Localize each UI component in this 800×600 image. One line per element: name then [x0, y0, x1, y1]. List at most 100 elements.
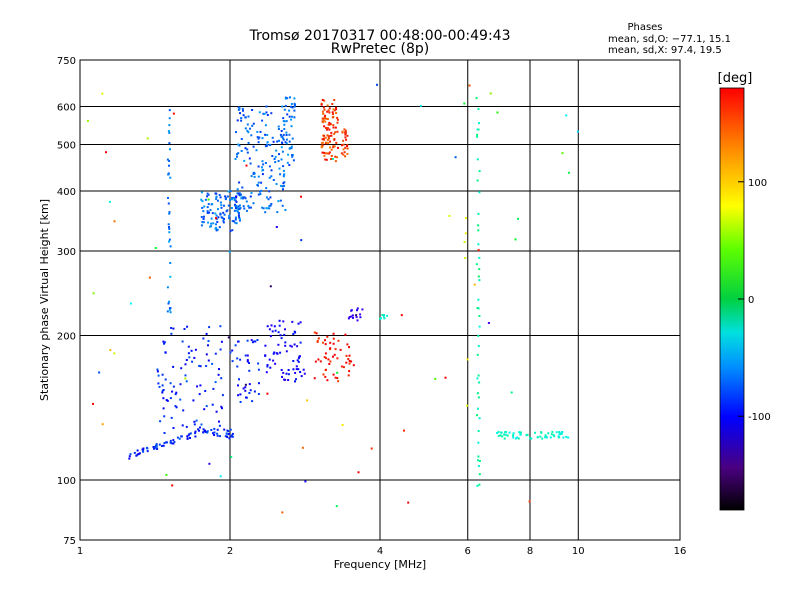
- data-point: [187, 352, 190, 355]
- data-point: [231, 435, 234, 438]
- data-point: [155, 447, 158, 450]
- data-point: [240, 119, 243, 122]
- data-point: [251, 109, 254, 111]
- data-point: [136, 453, 139, 456]
- data-point: [235, 209, 238, 212]
- data-point: [219, 201, 222, 204]
- data-point: [400, 314, 403, 317]
- data-point: [478, 473, 481, 476]
- data-point: [280, 158, 283, 161]
- data-point: [166, 158, 169, 161]
- data-point: [207, 344, 209, 347]
- data-point: [230, 455, 233, 458]
- data-point: [161, 391, 164, 394]
- data-point: [168, 124, 171, 127]
- colorbar-label: [deg]: [718, 71, 753, 86]
- data-point: [324, 343, 327, 346]
- data-point: [287, 153, 290, 156]
- data-point: [257, 141, 260, 144]
- data-point: [290, 345, 293, 348]
- data-point: [516, 436, 519, 439]
- data-point: [351, 314, 354, 317]
- data-point: [155, 443, 158, 446]
- data-point: [329, 122, 332, 125]
- data-point: [186, 325, 189, 328]
- data-point: [153, 447, 155, 450]
- data-point: [238, 193, 241, 196]
- data-point: [256, 339, 259, 341]
- data-point: [332, 126, 335, 129]
- data-point: [299, 341, 302, 344]
- data-point: [277, 160, 280, 162]
- data-point: [285, 120, 288, 123]
- data-point: [222, 219, 225, 222]
- data-point: [292, 360, 295, 362]
- data-point: [285, 138, 288, 141]
- data-point: [283, 173, 286, 176]
- data-point: [252, 202, 255, 205]
- data-point: [163, 432, 166, 434]
- data-point: [207, 359, 210, 362]
- data-point: [332, 342, 335, 345]
- data-point: [197, 428, 200, 431]
- data-point: [161, 373, 164, 376]
- data-point: [204, 390, 207, 392]
- data-point: [175, 391, 178, 394]
- data-point: [280, 369, 283, 371]
- data-point: [136, 449, 139, 452]
- data-point: [211, 212, 214, 215]
- data-point: [167, 202, 170, 205]
- data-point: [105, 151, 107, 154]
- data-point: [166, 286, 169, 289]
- data-point: [188, 356, 191, 359]
- data-point: [286, 97, 289, 100]
- colorbar-tick-label: -100: [748, 412, 771, 423]
- data-point: [239, 218, 241, 221]
- data-point: [464, 257, 467, 259]
- y-tick-label: 400: [57, 187, 76, 198]
- data-point: [476, 128, 479, 131]
- data-point: [220, 405, 223, 408]
- data-point: [223, 213, 226, 216]
- data-point: [257, 193, 260, 196]
- data-point: [182, 409, 185, 412]
- data-point: [283, 128, 286, 130]
- data-point: [281, 135, 284, 138]
- data-point: [330, 131, 333, 134]
- data-point: [238, 208, 241, 211]
- data-point: [478, 170, 481, 173]
- data-point: [561, 431, 564, 433]
- data-point: [299, 355, 301, 358]
- data-point: [323, 125, 326, 128]
- data-point: [323, 356, 326, 359]
- data-point: [269, 366, 272, 369]
- data-point: [295, 365, 298, 368]
- data-point: [454, 156, 457, 159]
- data-point: [158, 385, 161, 388]
- data-point: [212, 387, 215, 390]
- data-point: [162, 444, 165, 447]
- data-point: [344, 129, 347, 132]
- data-point: [264, 133, 267, 136]
- data-point: [551, 430, 554, 433]
- data-point: [322, 112, 325, 115]
- data-point: [169, 176, 172, 179]
- data-point: [337, 380, 340, 383]
- data-point: [208, 326, 211, 329]
- data-point: [268, 358, 271, 361]
- data-point: [193, 420, 196, 423]
- data-point: [475, 97, 478, 100]
- data-point: [227, 190, 230, 193]
- data-point: [218, 424, 221, 427]
- data-point: [345, 361, 348, 364]
- data-point: [323, 108, 326, 111]
- data-point: [199, 426, 201, 429]
- data-point: [170, 327, 173, 329]
- phases-box-title: Phases: [627, 22, 662, 33]
- data-point: [238, 144, 241, 147]
- data-point: [329, 360, 332, 363]
- data-point: [293, 343, 296, 346]
- data-point: [296, 345, 299, 348]
- data-point: [503, 437, 506, 440]
- data-point: [268, 207, 271, 210]
